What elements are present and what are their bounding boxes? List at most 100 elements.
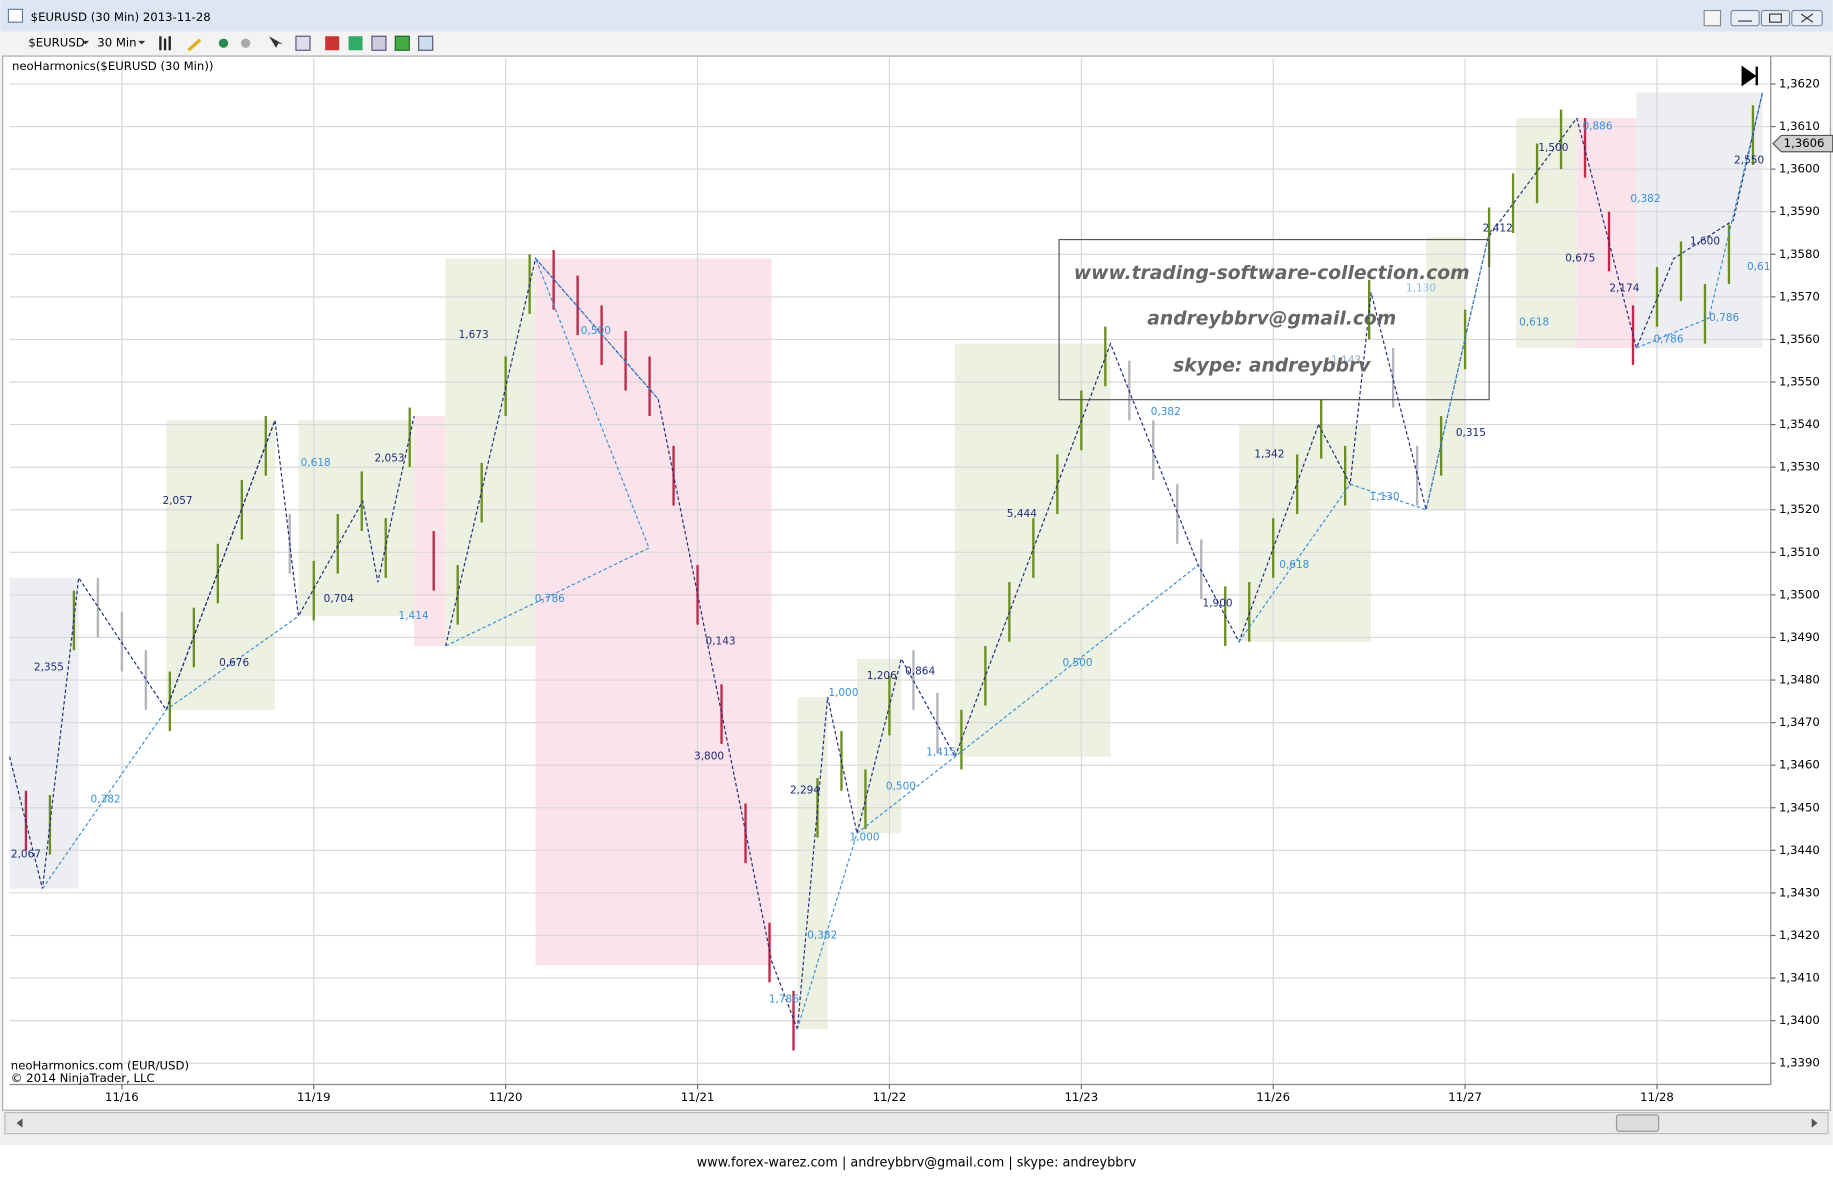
ratio-label: 1,130 bbox=[1369, 491, 1399, 503]
ratio-label: 1,000 bbox=[849, 832, 879, 844]
scrollbar[interactable] bbox=[4, 1111, 1829, 1135]
ratio-label: 0,704 bbox=[324, 593, 354, 605]
ratio-label: 0,886 bbox=[1582, 121, 1612, 133]
pattern-line bbox=[1238, 237, 1489, 643]
pattern-line bbox=[445, 258, 659, 647]
x-tick-label: 11/20 bbox=[489, 1090, 523, 1104]
ratio-label: 0,618 bbox=[301, 457, 331, 469]
pattern-line bbox=[445, 257, 798, 1030]
dropdown-arrows bbox=[82, 40, 146, 45]
ratio-label: 0,618 bbox=[1279, 559, 1309, 571]
ratio-label: 2,355 bbox=[34, 661, 64, 673]
pattern-zone bbox=[9, 577, 79, 889]
maximize-button[interactable] bbox=[1760, 9, 1791, 27]
ratio-label: 0,61 bbox=[1747, 261, 1770, 273]
y-tick-label: 1,3530 bbox=[1779, 460, 1820, 474]
title-bar bbox=[0, 0, 1833, 32]
credit: neoHarmonics.com (EUR/USD) bbox=[11, 1058, 189, 1072]
ratio-label: 0,382 bbox=[1630, 193, 1660, 205]
app-icon bbox=[7, 8, 24, 23]
x-tick-label: 11/16 bbox=[105, 1090, 139, 1104]
link-button[interactable] bbox=[1703, 9, 1722, 27]
plot-area: 2,067 2,355 0,382 2,057 0,676 0,618 0,704 2,053… bbox=[9, 58, 1771, 1085]
toolbar-icons[interactable] bbox=[159, 35, 434, 52]
watermark-box bbox=[1058, 238, 1490, 401]
minimize-button[interactable] bbox=[1730, 9, 1760, 27]
y-tick-label: 1,3450 bbox=[1779, 800, 1820, 814]
ratio-label: 2,057 bbox=[162, 495, 192, 507]
y-tick-label: 1,3490 bbox=[1779, 630, 1820, 644]
pattern-line bbox=[41, 615, 299, 889]
y-tick-label: 1,3400 bbox=[1779, 1013, 1820, 1027]
ratio-label: 0,315 bbox=[1456, 427, 1486, 439]
ratio-label: 2,412 bbox=[1483, 223, 1513, 235]
y-tick-label: 1,3620 bbox=[1779, 76, 1820, 90]
ratio-label: 1,600 bbox=[1690, 236, 1720, 248]
ratio-label: 1,342 bbox=[1254, 448, 1284, 460]
last-price-label: 1,3606 bbox=[1784, 136, 1825, 150]
pattern-line bbox=[165, 415, 415, 711]
pattern-zone bbox=[1515, 118, 1577, 348]
ratio-label: 1,414 bbox=[399, 610, 429, 622]
pattern-zone bbox=[298, 420, 415, 617]
ratio-label: 1,500 bbox=[1538, 142, 1568, 154]
ratio-label: 1,143 bbox=[1331, 355, 1361, 367]
x-tick-label: 11/23 bbox=[1065, 1090, 1099, 1104]
pattern-line bbox=[9, 420, 276, 889]
ratio-label: 1,206 bbox=[867, 670, 897, 682]
pattern-line bbox=[796, 564, 1199, 1030]
ratio-label: 0,500 bbox=[581, 325, 611, 337]
ratio-label: 1,673 bbox=[459, 329, 489, 341]
ratio-label: 0,382 bbox=[91, 793, 121, 805]
pattern-line bbox=[954, 342, 1320, 757]
scroll-end-button[interactable] bbox=[1741, 65, 1758, 87]
y-tick-label: 1,3520 bbox=[1779, 502, 1820, 516]
y-tick-label: 1,3500 bbox=[1779, 587, 1820, 601]
y-tick-label: 1,3560 bbox=[1779, 332, 1820, 346]
toolbar bbox=[0, 31, 1833, 55]
ratio-label: 1,130 bbox=[1406, 282, 1436, 294]
instrument: $EURUSD bbox=[28, 36, 84, 50]
x-tick-label: 11/22 bbox=[873, 1090, 907, 1104]
y-tick-label: 1,3410 bbox=[1779, 971, 1820, 985]
y-tick-label: 1,3480 bbox=[1779, 673, 1820, 687]
scroll-thumb[interactable] bbox=[1615, 1114, 1660, 1132]
x-tick-label: 11/19 bbox=[297, 1090, 331, 1104]
ratio-label: 0,382 bbox=[807, 929, 837, 941]
x-tick-label: 11/21 bbox=[681, 1090, 715, 1104]
y-tick-label: 1,3550 bbox=[1779, 375, 1820, 389]
footer-area bbox=[0, 1145, 1833, 1178]
footer: www.forex-warez.com | andreybbrv@gmail.c… bbox=[697, 1155, 1137, 1170]
y-tick-label: 1,3470 bbox=[1779, 715, 1820, 729]
ratio-label: 1,000 bbox=[828, 687, 858, 699]
y-tick-label: 1,3570 bbox=[1779, 289, 1820, 303]
pattern-zone bbox=[414, 416, 446, 646]
ratio-label: 0,786 bbox=[1653, 333, 1683, 345]
ratio-label: 0,864 bbox=[905, 666, 935, 678]
y-tick-label: 1,3440 bbox=[1779, 843, 1820, 857]
ratio-label: 0,676 bbox=[219, 657, 249, 669]
ratio-label: 0,618 bbox=[1519, 316, 1549, 328]
ratio-label: 0,500 bbox=[1062, 657, 1092, 669]
y-tick-label: 1,3580 bbox=[1779, 247, 1820, 261]
window-button-glyphs bbox=[1738, 13, 1814, 23]
watermark: www.trading-software-collection.com bbox=[1074, 263, 1470, 284]
watermark: skype: andreybbrv bbox=[1173, 355, 1371, 376]
y-tick-label: 1,3510 bbox=[1779, 545, 1820, 559]
ratio-label: 1,786 bbox=[769, 993, 799, 1005]
ratio-label: 0,382 bbox=[1151, 406, 1181, 418]
ratio-label: 2,067 bbox=[11, 849, 41, 861]
y-tick-label: 1,3460 bbox=[1779, 758, 1820, 772]
y-tick-label: 1,3590 bbox=[1779, 204, 1820, 218]
ratio-label: 3,800 bbox=[694, 751, 724, 763]
watermark: andreybbrv@gmail.com bbox=[1147, 309, 1396, 330]
x-tick-label: 11/26 bbox=[1256, 1090, 1290, 1104]
y-tick-label: 1,3540 bbox=[1779, 417, 1820, 431]
ratio-label: 5,444 bbox=[1007, 508, 1037, 520]
y-tick-label: 1,3600 bbox=[1779, 162, 1820, 176]
ratio-label: 2,053 bbox=[375, 453, 405, 465]
credit: © 2014 NinjaTrader, LLC bbox=[11, 1071, 155, 1085]
ratio-label: 0,675 bbox=[1565, 253, 1595, 265]
ratio-label: 0,786 bbox=[1709, 312, 1739, 324]
